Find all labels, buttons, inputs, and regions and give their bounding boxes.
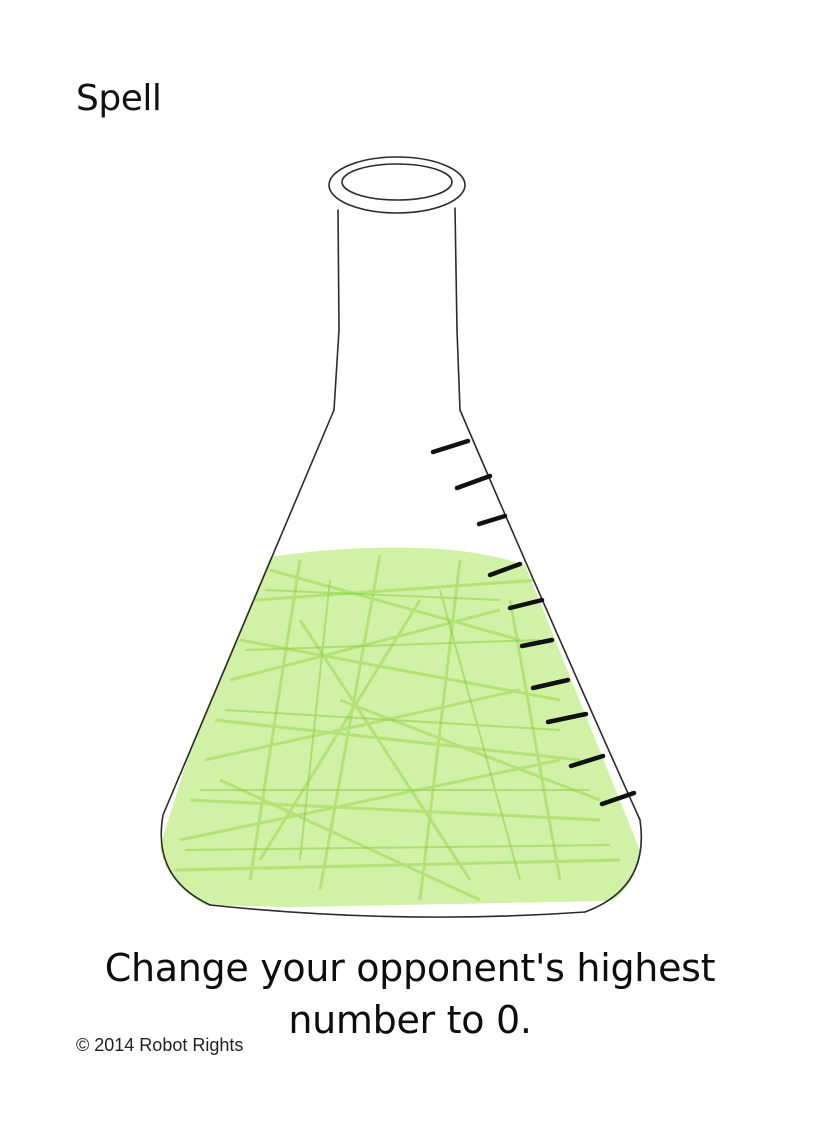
liquid-fill [158, 547, 641, 910]
graduation-marks [430, 438, 637, 807]
card-effect-text: Change your opponent's highest number to… [104, 946, 716, 1042]
copyright-notice: © 2014 Robot Rights [76, 1035, 244, 1055]
card-type-label: Spell [76, 78, 162, 119]
flask-outline [160, 156, 643, 918]
